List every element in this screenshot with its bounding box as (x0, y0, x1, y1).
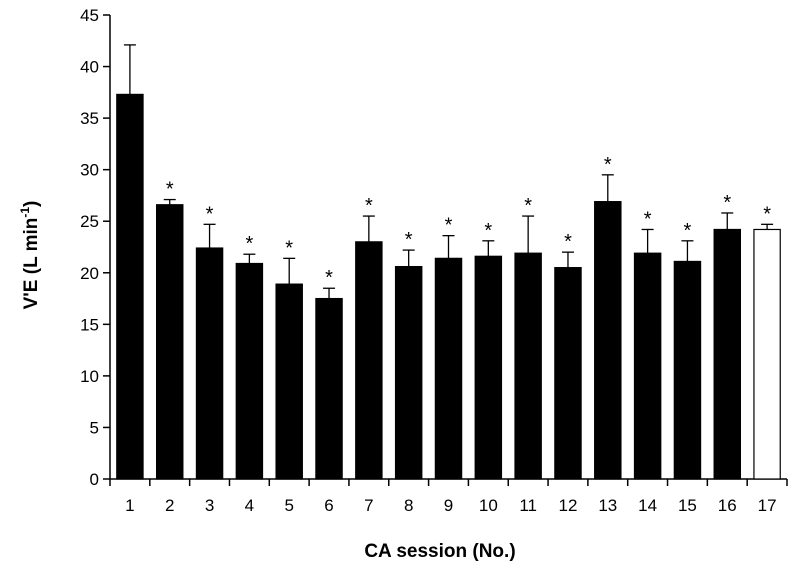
y-tick-label: 30 (80, 161, 99, 180)
bar (116, 93, 144, 480)
x-tick-label: 1 (125, 496, 134, 515)
y-axis-title: V'E (L min-1) (18, 201, 42, 310)
significance-star: * (524, 195, 532, 217)
x-tick-label: 12 (559, 496, 578, 515)
significance-star: * (245, 233, 253, 255)
y-tick-label: 15 (80, 315, 99, 334)
bar (315, 297, 343, 480)
x-tick-label: 4 (245, 496, 254, 515)
bar (554, 267, 582, 480)
x-tick-label: 3 (205, 496, 214, 515)
x-tick-label: 7 (364, 496, 373, 515)
significance-star: * (166, 179, 174, 201)
significance-star: * (484, 220, 492, 242)
x-axis-title: CA session (No.) (364, 541, 515, 562)
y-tick-label: 25 (80, 212, 99, 231)
bar (514, 252, 542, 480)
x-tick-label: 16 (718, 496, 737, 515)
bar (673, 260, 702, 480)
significance-star: * (405, 229, 413, 251)
bar (753, 228, 781, 480)
bar (434, 257, 463, 480)
y-tick-label: 40 (80, 58, 99, 77)
bar (355, 241, 383, 480)
bar (394, 265, 423, 480)
bars (116, 93, 781, 480)
y-tick-label: 5 (90, 418, 99, 437)
significance-star: * (325, 267, 333, 289)
significance-star: * (365, 195, 373, 217)
y-tick-label: 0 (90, 470, 99, 489)
x-tick-label: 13 (598, 496, 617, 515)
y-tick-label: 45 (80, 6, 99, 25)
significance-star: * (604, 154, 612, 176)
significance-star: * (763, 203, 771, 225)
y-tick-label: 35 (80, 109, 99, 128)
y-axis: 0 5 10 15 20 25 30 35 40 45 (80, 6, 111, 489)
significance-star: * (723, 192, 731, 214)
bar (235, 262, 264, 480)
bar (713, 228, 742, 480)
significance-star: * (564, 231, 572, 253)
bar (633, 252, 662, 480)
error-bars (123, 44, 774, 299)
bar (474, 255, 503, 480)
y-tick-label: 10 (80, 367, 99, 386)
bar (275, 283, 303, 480)
x-tick-label: 15 (678, 496, 697, 515)
x-tick-label: 6 (324, 496, 333, 515)
significance-star: * (285, 237, 293, 259)
bar (155, 204, 184, 480)
x-tick-label: 10 (479, 496, 498, 515)
y-tick-label: 20 (80, 264, 99, 283)
x-tick-label: 8 (404, 496, 413, 515)
significance-markers: * * * * * * * * * * * * * * * * (166, 154, 771, 289)
significance-star: * (206, 203, 214, 225)
x-tick-label: 2 (165, 496, 174, 515)
x-tick-label: 5 (284, 496, 293, 515)
significance-star: * (684, 220, 692, 242)
x-tick-label: 11 (519, 496, 537, 515)
x-tick-label: 14 (638, 496, 657, 515)
x-tick-label: 9 (444, 496, 453, 515)
x-axis: 1 2 3 4 5 6 7 8 9 10 11 12 13 14 15 16 17 (109, 478, 788, 515)
bar (195, 247, 224, 480)
significance-star: * (644, 208, 652, 230)
bar (594, 201, 622, 480)
x-tick-label: 17 (758, 496, 777, 515)
significance-star: * (445, 215, 453, 237)
